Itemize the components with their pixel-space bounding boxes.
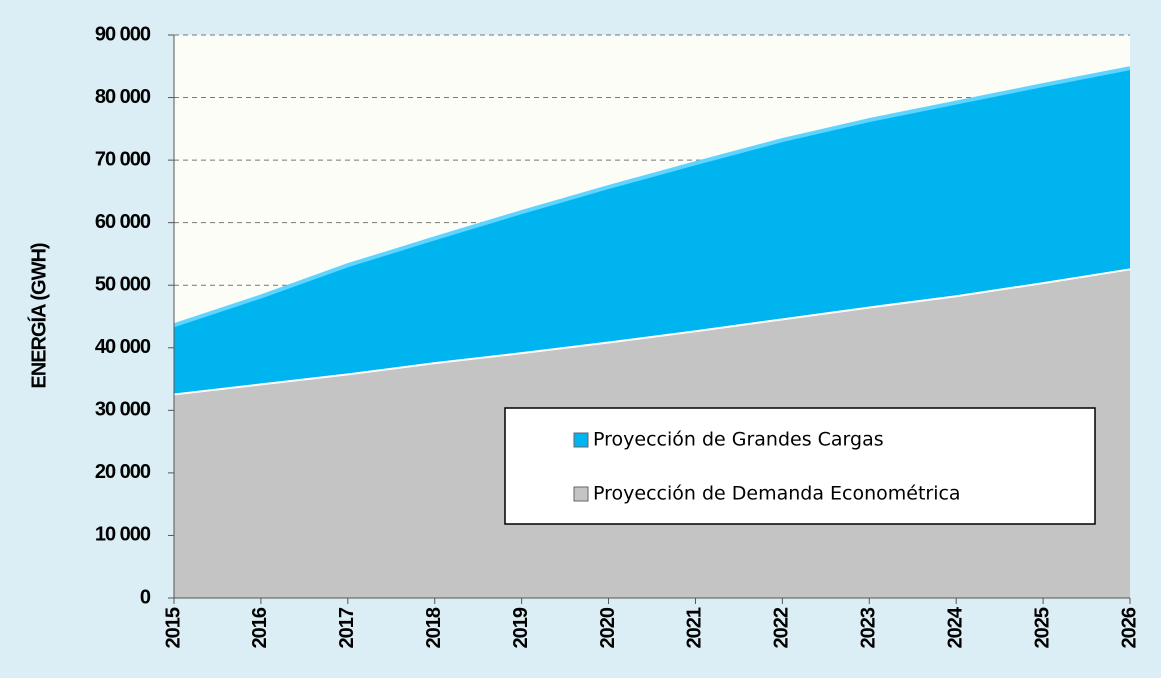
y-tick-label: 80 000 xyxy=(95,86,151,108)
x-tick-label: 2020 xyxy=(597,607,619,648)
y-tick-label: 60 000 xyxy=(95,211,151,233)
y-tick-label: 0 xyxy=(140,586,151,608)
y-axis-label: ENERGÍA (GWH) xyxy=(27,243,50,388)
x-tick-label: 2016 xyxy=(249,607,271,648)
x-tick-label: 2026 xyxy=(1118,607,1140,648)
x-tick-label: 2015 xyxy=(162,607,184,648)
area-edge xyxy=(173,66,1131,328)
legend-label: Proyección de Demanda Econométrica xyxy=(593,483,961,505)
y-tick-label: 10 000 xyxy=(95,524,151,546)
area-fill xyxy=(174,68,1130,394)
x-tick-label: 2023 xyxy=(858,607,880,648)
x-tick-label: 2025 xyxy=(1031,607,1053,648)
x-tick-label: 2022 xyxy=(771,607,793,648)
y-tick-label: 20 000 xyxy=(95,461,151,483)
y-tick-label: 40 000 xyxy=(95,336,151,358)
y-tick-label: 70 000 xyxy=(95,148,151,170)
legend-box xyxy=(504,407,1096,525)
y-tick-label: 50 000 xyxy=(95,274,151,296)
legend-swatch xyxy=(573,486,589,502)
legend-swatch xyxy=(573,432,589,448)
x-tick-label: 2024 xyxy=(944,606,966,648)
x-tick-label: 2019 xyxy=(510,607,532,648)
legend-label: Proyección de Grandes Cargas xyxy=(593,429,884,451)
y-tick-label: 30 000 xyxy=(95,399,151,421)
y-tick-label: 90 000 xyxy=(95,23,151,45)
x-tick-label: 2018 xyxy=(423,607,445,648)
x-tick-label: 2017 xyxy=(336,607,358,648)
x-tick-label: 2021 xyxy=(684,607,706,648)
